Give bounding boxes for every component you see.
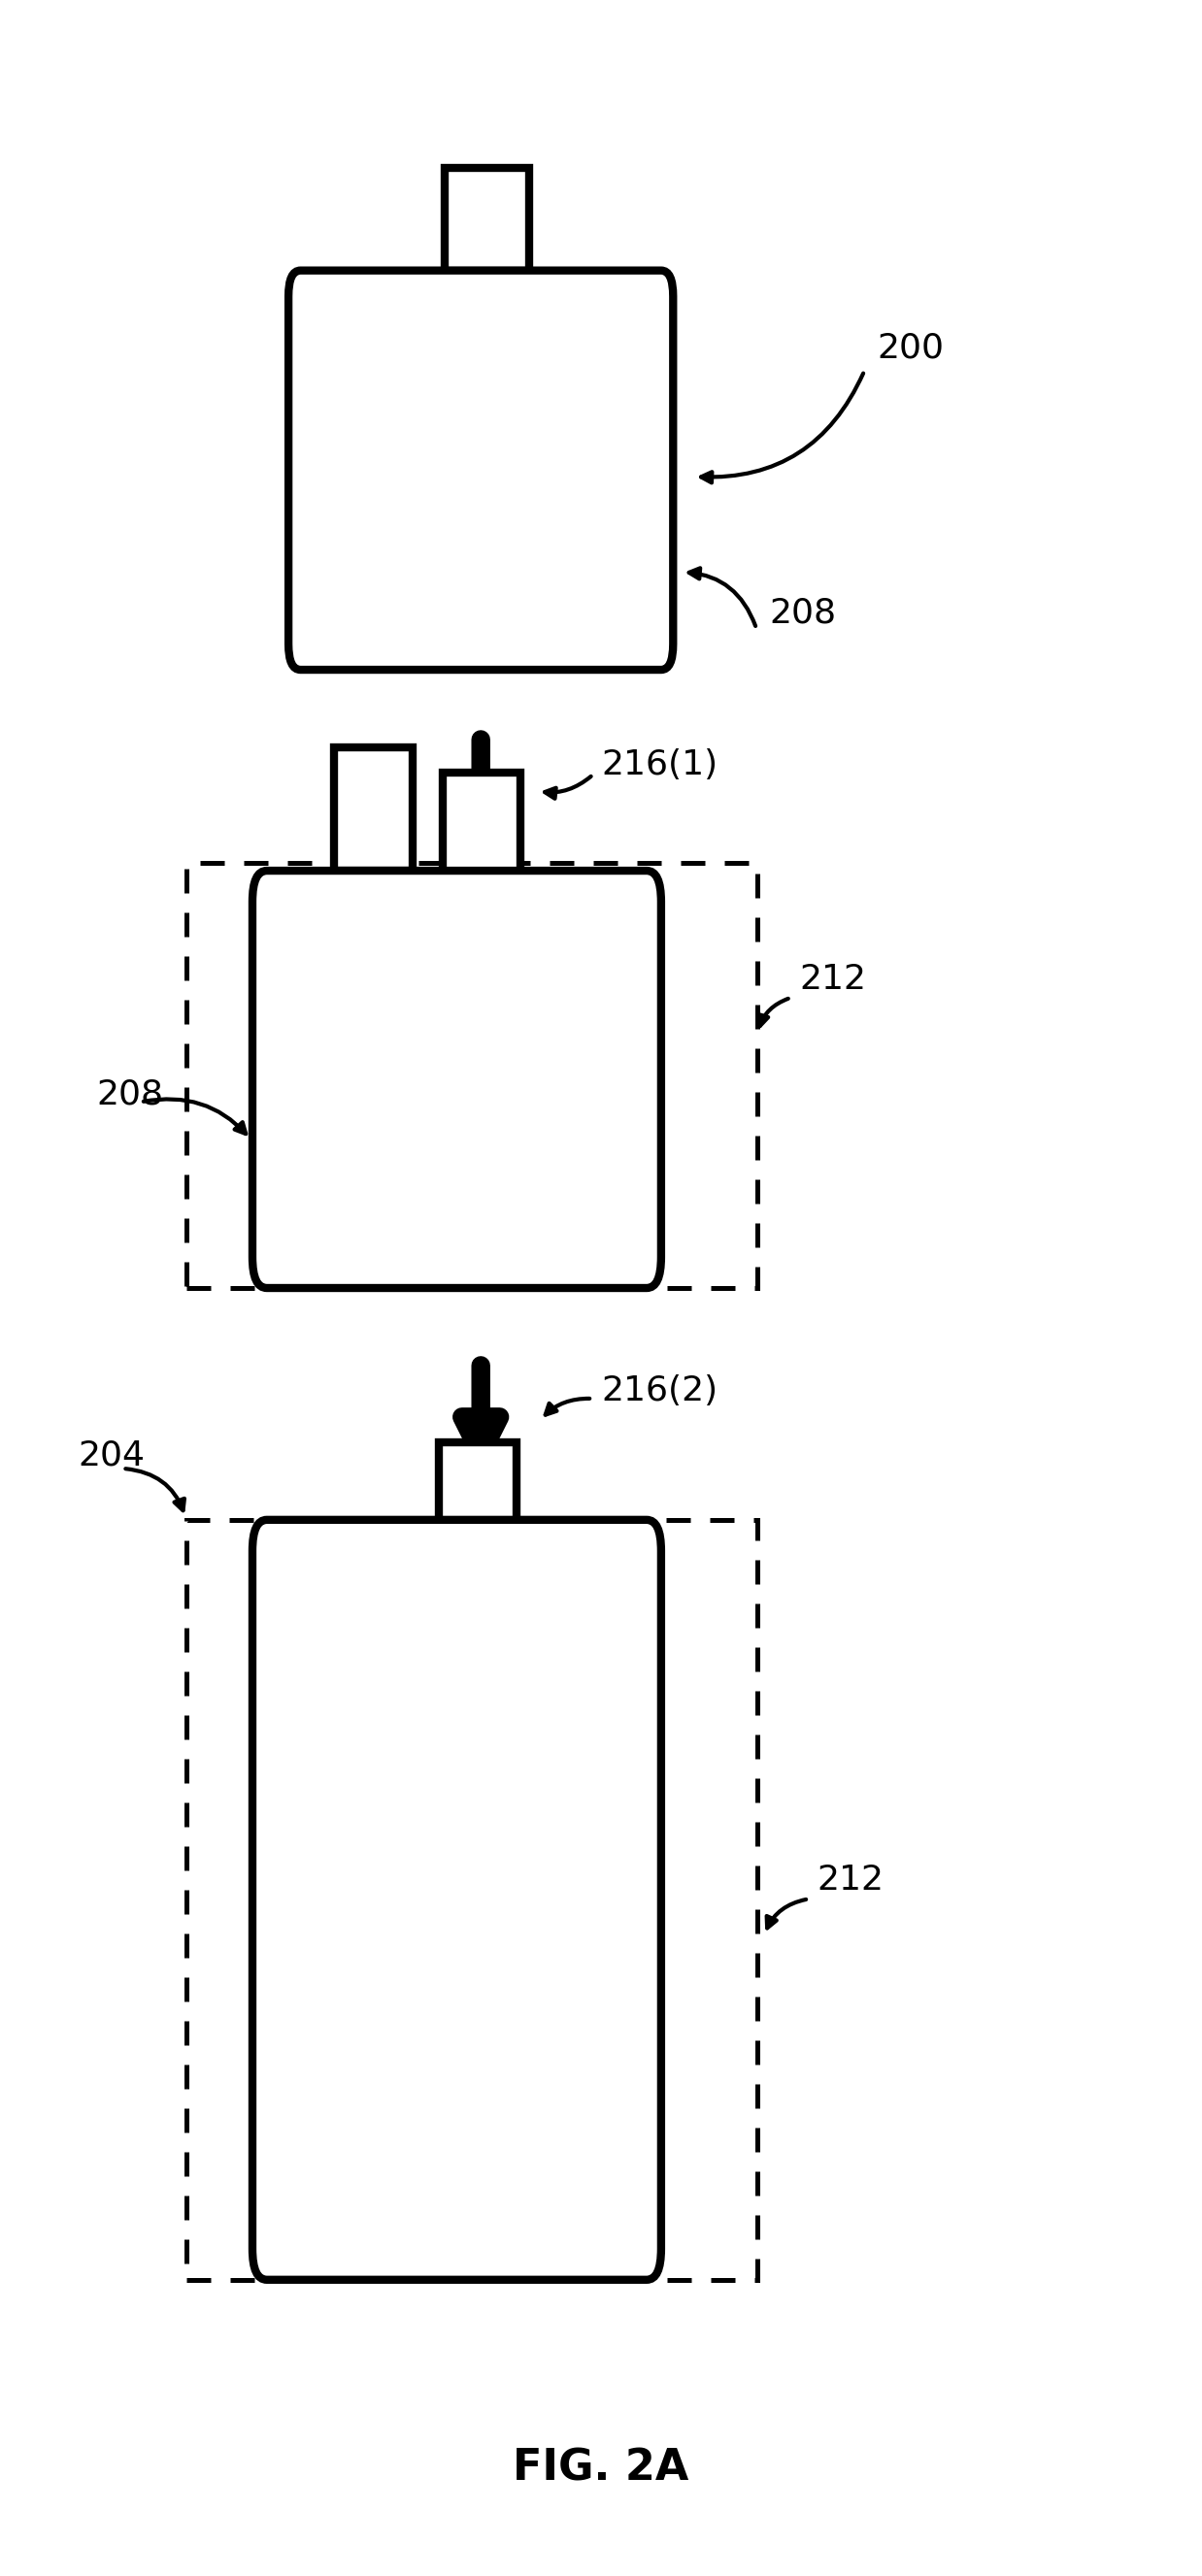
Bar (439, 1443, 517, 1525)
Text: 212: 212 (817, 1865, 885, 1896)
Text: 200: 200 (877, 332, 945, 363)
Text: 216(1): 216(1) (601, 750, 718, 781)
Text: 204: 204 (78, 1440, 145, 1471)
FancyBboxPatch shape (288, 270, 673, 670)
FancyBboxPatch shape (252, 871, 661, 1288)
Text: 208: 208 (769, 598, 837, 629)
Bar (445, 167, 529, 270)
Text: 208: 208 (96, 1079, 163, 1110)
Bar (186, 863, 757, 1288)
Text: FIG. 2A: FIG. 2A (513, 2447, 689, 2488)
FancyBboxPatch shape (252, 1520, 661, 2280)
Bar (442, 773, 520, 881)
Bar (186, 1520, 757, 2280)
Text: 212: 212 (799, 963, 867, 994)
Bar (334, 747, 412, 871)
Text: 216(2): 216(2) (601, 1376, 718, 1406)
